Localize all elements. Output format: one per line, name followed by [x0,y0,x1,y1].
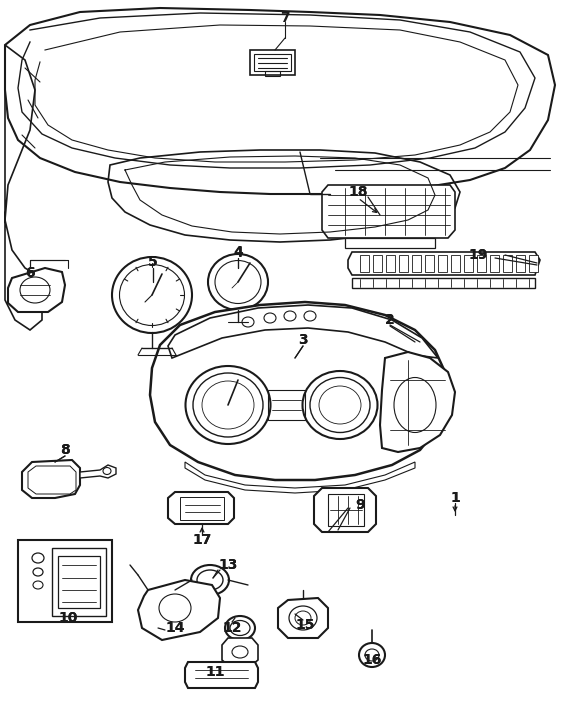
Polygon shape [185,662,258,688]
Text: 13: 13 [218,558,238,572]
Polygon shape [168,492,234,524]
Text: 13: 13 [218,558,238,572]
Polygon shape [314,488,376,532]
Text: 6: 6 [25,266,35,280]
Polygon shape [80,465,116,478]
Text: 12: 12 [222,621,242,635]
Text: 14: 14 [165,621,185,635]
Text: 4: 4 [233,245,243,259]
Polygon shape [352,278,535,288]
Polygon shape [150,302,445,480]
Polygon shape [22,460,80,498]
Text: 15: 15 [295,618,315,632]
Text: 9: 9 [355,498,365,512]
Text: 16: 16 [363,653,382,667]
Text: 1: 1 [450,491,460,505]
Polygon shape [380,352,455,452]
Text: 8: 8 [60,443,70,457]
Text: 15: 15 [295,618,315,632]
Polygon shape [250,50,295,75]
Text: 19: 19 [469,248,488,262]
Text: 6: 6 [25,266,35,280]
Text: 18: 18 [348,185,368,199]
Polygon shape [503,255,512,272]
Polygon shape [412,255,421,272]
Text: 2: 2 [385,313,395,327]
Polygon shape [464,255,473,272]
Text: 17: 17 [192,533,211,547]
Text: 11: 11 [205,665,225,679]
Text: 10: 10 [58,611,78,625]
Polygon shape [516,255,525,272]
Polygon shape [278,598,328,638]
Text: 9: 9 [355,498,365,512]
Polygon shape [438,255,447,272]
Text: 11: 11 [205,665,225,679]
Polygon shape [490,255,499,272]
Text: 3: 3 [298,333,308,347]
Polygon shape [348,252,540,275]
Polygon shape [477,255,486,272]
Polygon shape [399,255,408,272]
Polygon shape [138,580,220,640]
Text: 8: 8 [60,443,70,457]
Polygon shape [451,255,460,272]
Text: 18: 18 [348,185,368,199]
Polygon shape [168,305,438,358]
Text: 7: 7 [280,11,290,25]
Text: 4: 4 [233,246,243,260]
Polygon shape [360,255,369,272]
Polygon shape [52,548,106,616]
Polygon shape [529,255,538,272]
Polygon shape [373,255,382,272]
Text: 16: 16 [363,653,382,667]
Text: 17: 17 [192,533,211,547]
Text: 2: 2 [385,313,395,327]
Text: 5: 5 [148,255,158,269]
Polygon shape [345,238,435,248]
Text: 3: 3 [298,333,308,347]
Polygon shape [58,556,100,608]
Polygon shape [222,638,258,665]
Text: 12: 12 [222,621,242,635]
Polygon shape [322,185,455,238]
Polygon shape [386,255,395,272]
Polygon shape [185,462,415,493]
Text: 19: 19 [469,248,488,262]
Text: 1: 1 [450,491,460,505]
Polygon shape [8,268,65,312]
Text: 5: 5 [148,255,158,269]
Polygon shape [425,255,434,272]
Text: 14: 14 [165,621,185,635]
Text: 10: 10 [58,611,78,625]
